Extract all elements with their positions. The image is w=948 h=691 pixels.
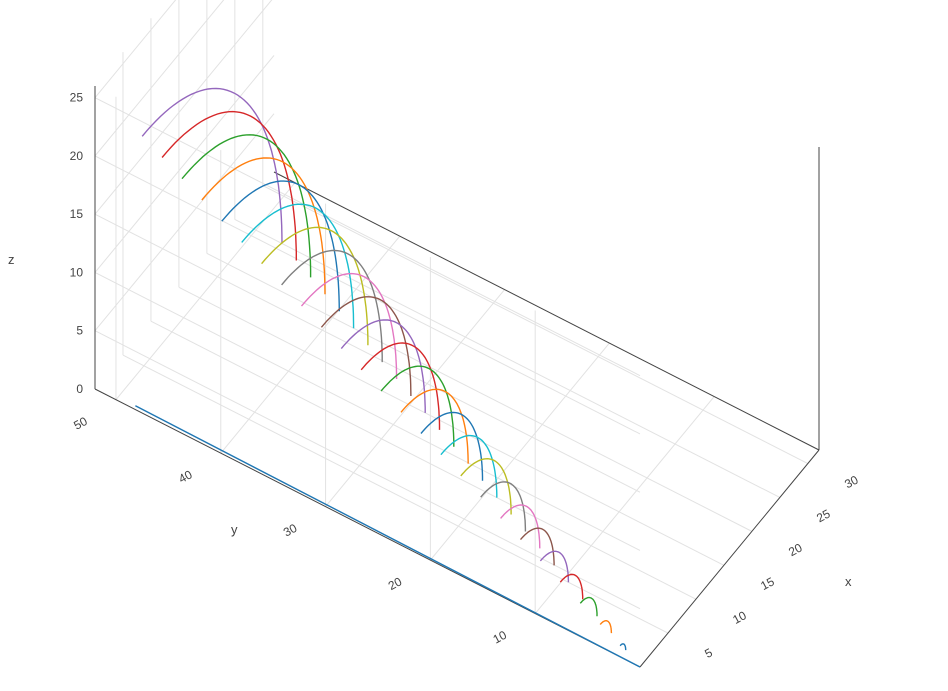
z-grid-back: [94, 0, 177, 98]
y-grid-floor: [220, 235, 401, 454]
series-curve-r8: [480, 481, 527, 532]
x-axis-line: [639, 449, 820, 668]
series-layer: [135, 87, 641, 668]
z-grid-back: [94, 55, 275, 273]
z-grid-wall: [94, 330, 641, 610]
z-grid-back: [94, 113, 275, 332]
z-grid-wall: [94, 97, 641, 377]
y-axis-title: y: [231, 522, 238, 537]
x-grid-floor: [234, 219, 781, 498]
series-curve-r17: [300, 272, 398, 380]
x-axis-title: x: [845, 574, 852, 589]
x-grid-floor: [178, 286, 725, 566]
y-tick-label: 30: [281, 521, 300, 540]
x-grid-floor: [206, 252, 753, 532]
series-curve-r16: [320, 296, 412, 397]
series-curve-r9: [460, 457, 512, 515]
series-curve-r11: [420, 411, 484, 481]
x-far-edge: [273, 171, 820, 451]
z-grid-wall: [94, 155, 641, 435]
series-curve-r1: [619, 643, 627, 651]
series-curve-r24: [161, 110, 297, 261]
x-tick-label: 30: [842, 473, 861, 492]
series-curve-r12: [400, 388, 469, 464]
z-tick-label: 5: [76, 324, 83, 338]
x-grid-floor: [122, 354, 669, 634]
series-curve-r18: [281, 249, 383, 363]
z-grid-wall: [94, 272, 641, 551]
z-grid-wall: [94, 213, 641, 493]
diagonal-series-line: [135, 405, 641, 668]
series-curve-r2: [599, 620, 613, 634]
z-grid-back: [94, 0, 273, 215]
y-tick-label: 50: [71, 414, 90, 433]
x-tick-label: 25: [814, 506, 833, 525]
x-tick-label: 20: [786, 540, 805, 559]
series-curve-r5: [539, 550, 570, 583]
x-tick-label: 15: [758, 574, 777, 593]
z-tick-label: 10: [70, 265, 84, 279]
y-grid-floor: [429, 342, 610, 561]
series-curve-r6: [519, 527, 555, 566]
series-curve-r25: [141, 87, 283, 244]
series-curve-r20: [241, 203, 355, 329]
y-tick-label: 20: [386, 574, 405, 593]
series-curve-r15: [340, 319, 426, 413]
series-curve-r22: [201, 157, 326, 295]
z-tick-label: 25: [70, 91, 84, 105]
x-tick-label: 5: [702, 645, 715, 661]
z-tick-label: 15: [70, 207, 84, 221]
series-curve-r4: [559, 573, 584, 600]
z-grid-back: [94, 0, 225, 157]
series-curve-r14: [360, 342, 441, 430]
x-tick-label: 10: [730, 608, 749, 627]
y-tick-label: 10: [491, 628, 510, 647]
z-tick-label: 0: [76, 382, 83, 396]
series-curve-r23: [181, 134, 312, 278]
axis-layer: [94, 86, 820, 668]
series-curve-r3: [579, 596, 598, 617]
y-tick-label: 40: [176, 467, 195, 486]
series-curve-r7: [500, 504, 541, 549]
series-curve-r19: [261, 226, 369, 346]
z-tick-label: 20: [70, 149, 84, 163]
series-curve-r10: [440, 434, 498, 498]
grid-layer: [94, 0, 809, 634]
z-axis-title: z: [8, 252, 15, 267]
series-curve-r21: [221, 180, 340, 312]
x-grid-floor: [150, 320, 697, 600]
